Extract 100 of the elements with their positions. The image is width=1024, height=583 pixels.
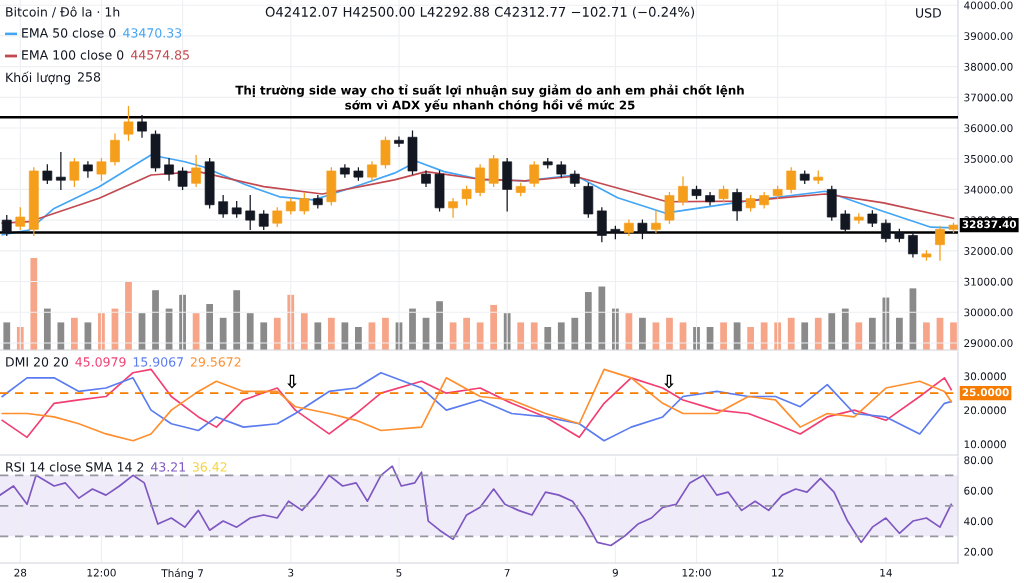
bar — [666, 317, 673, 350]
candlestick — [56, 151, 66, 191]
bar — [206, 304, 214, 350]
x-tick-label: 14 — [880, 568, 892, 577]
bar — [273, 317, 281, 350]
bar — [571, 317, 579, 350]
bar — [530, 322, 538, 350]
y-tick-label: 30000.00 — [964, 308, 1013, 317]
bar — [355, 327, 362, 350]
candlestick — [1, 214, 12, 237]
bar — [760, 322, 768, 350]
candlestick — [96, 158, 107, 181]
annotation: 44574.85 — [130, 50, 189, 60]
y-tick-label: 35000.00 — [964, 154, 1013, 163]
candlestick — [137, 115, 147, 138]
candlestick — [461, 185, 472, 206]
y-tick-label: 20.00 — [964, 547, 993, 556]
candlestick — [935, 225, 945, 261]
y-tick-label: 40000.00 — [964, 1, 1013, 10]
candlestick — [367, 161, 377, 181]
bar — [490, 304, 498, 350]
y-tick-label: 20.0000 — [964, 406, 1006, 415]
candlestick — [272, 207, 283, 227]
candlestick — [15, 207, 26, 230]
bar — [557, 322, 565, 350]
bar — [43, 308, 51, 350]
annotation: 36.42 — [192, 462, 227, 472]
candlestick — [123, 105, 134, 141]
x-tick-label: 12 — [772, 568, 784, 577]
x-tick-label: 9 — [612, 568, 618, 577]
candlestick — [732, 188, 742, 221]
bar — [950, 322, 957, 350]
bar — [787, 317, 795, 350]
bar — [300, 313, 308, 350]
bar — [639, 317, 646, 350]
bar — [233, 290, 241, 350]
legend-label: EMA 100 close 0 — [22, 49, 124, 60]
candlestick — [258, 210, 269, 230]
bar — [598, 286, 606, 350]
annotation: 15.9067 — [133, 357, 183, 367]
bar — [3, 322, 11, 350]
x-tick-label: 12:00 — [87, 568, 116, 577]
candlestick — [177, 167, 188, 191]
bar — [219, 317, 227, 350]
candlestick — [245, 194, 256, 230]
y-tick-label: 40.00 — [964, 517, 993, 526]
annotation: ⇩ — [287, 374, 297, 389]
candlestick — [786, 167, 797, 194]
bar — [868, 317, 876, 350]
y-tick-label: 37000.00 — [964, 93, 1013, 102]
candlestick — [218, 194, 229, 218]
y-tick-label: 34000.00 — [964, 185, 1013, 194]
annotation: 29.5672 — [190, 357, 241, 367]
bar — [341, 322, 349, 350]
annotation: 43470.33 — [123, 28, 182, 38]
bar — [720, 322, 727, 350]
bar — [246, 313, 254, 350]
candlestick — [651, 210, 661, 234]
bar — [747, 327, 754, 350]
candlestick — [394, 136, 404, 148]
x-tick-label: 12:00 — [682, 568, 711, 577]
bar — [517, 322, 525, 350]
bar — [125, 281, 132, 350]
bar — [327, 317, 335, 350]
bar — [923, 322, 930, 350]
bar — [152, 290, 159, 350]
y-tick-label: 31000.00 — [964, 277, 1013, 286]
bar — [814, 317, 822, 350]
y-tick-label: 30.0000 — [964, 372, 1006, 381]
candlestick — [191, 155, 201, 187]
candlestick — [678, 176, 688, 206]
annotation: 258 — [78, 72, 101, 82]
y-tick-label: 29000.00 — [964, 339, 1013, 348]
x-tick-label: 5 — [396, 568, 402, 577]
chart-title: RSI 14 close SMA 14 2 — [6, 461, 144, 472]
chart-title: Khối lượng — [6, 71, 70, 85]
y-tick-label: 10.0000 — [964, 440, 1006, 449]
bar — [828, 313, 836, 350]
candlestick — [299, 191, 310, 215]
candlestick — [164, 158, 174, 181]
x-tick-label: 7 — [504, 568, 510, 577]
candlestick — [69, 158, 80, 187]
bar — [314, 322, 322, 350]
chart-title: Bitcoin / Đô la · 1h — [6, 6, 120, 18]
legend-label: EMA 50 close 0 — [22, 27, 116, 38]
y-tick-label: 32000.00 — [964, 247, 1013, 255]
candlestick — [529, 161, 540, 187]
candlestick — [840, 210, 851, 234]
candlestick — [110, 133, 120, 166]
bar — [896, 317, 903, 350]
bar — [409, 308, 416, 350]
ref-line-label: 25.0000 — [962, 388, 1009, 397]
bar — [436, 301, 443, 350]
bar — [382, 317, 389, 350]
y-tick-label: 38000.00 — [964, 62, 1013, 71]
annotation: ⇩ — [664, 374, 674, 389]
bar — [463, 317, 470, 350]
x-tick-label: Tháng 7 — [161, 568, 203, 580]
chart-title: DMI 20 20 — [6, 357, 69, 367]
x-tick-label: 28 — [14, 568, 27, 577]
